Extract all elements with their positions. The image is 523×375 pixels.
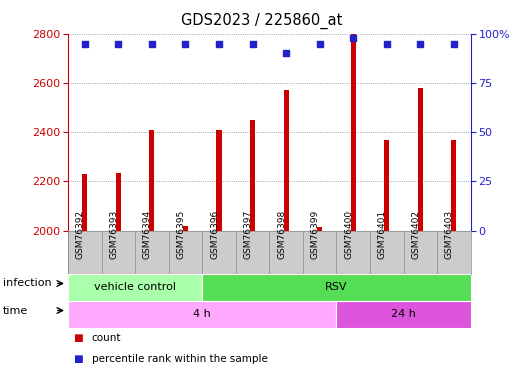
Point [147,40,156,46]
Text: 4 h: 4 h [194,309,211,319]
Text: GSM76395: GSM76395 [176,210,186,259]
Text: time: time [3,306,28,315]
Bar [451,140,457,231]
Bar [183,226,188,231]
Bar [68,274,202,301]
Text: GSM76392: GSM76392 [76,210,85,259]
Bar [283,90,289,231]
Text: GSM76399: GSM76399 [311,210,320,259]
Text: GSM76398: GSM76398 [277,210,286,259]
Point [215,40,223,46]
Bar [116,173,121,231]
Point [282,51,290,57]
Text: GSM76394: GSM76394 [143,210,152,259]
Point [416,40,425,46]
Bar [384,140,389,231]
Point [315,40,324,46]
Text: GSM76402: GSM76402 [412,210,420,259]
Point [349,35,357,41]
Point [383,40,391,46]
Bar [68,301,336,328]
Bar [202,274,471,301]
Text: 24 h: 24 h [391,309,416,319]
Text: GDS2023 / 225860_at: GDS2023 / 225860_at [181,13,342,29]
Bar [82,174,87,231]
Text: GSM76401: GSM76401 [378,210,387,259]
Bar [250,120,255,231]
Text: GSM76393: GSM76393 [109,210,118,259]
Point [450,40,458,46]
Point [181,40,190,46]
Text: infection: infection [3,279,51,288]
Bar [351,34,356,231]
Text: vehicle control: vehicle control [94,282,176,292]
Bar [150,130,154,231]
Point [248,40,257,46]
Text: GSM76396: GSM76396 [210,210,219,259]
Text: GSM76397: GSM76397 [244,210,253,259]
Bar [418,88,423,231]
Bar [336,301,471,328]
Point [81,40,89,46]
Bar [217,130,222,231]
Text: ■: ■ [73,354,83,364]
Text: GSM76400: GSM76400 [344,210,353,259]
Text: ■: ■ [73,333,83,344]
Point [114,40,122,46]
Text: percentile rank within the sample: percentile rank within the sample [92,354,267,364]
Bar [317,227,322,231]
Text: RSV: RSV [325,282,348,292]
Text: count: count [92,333,121,344]
Text: GSM76403: GSM76403 [445,210,454,259]
